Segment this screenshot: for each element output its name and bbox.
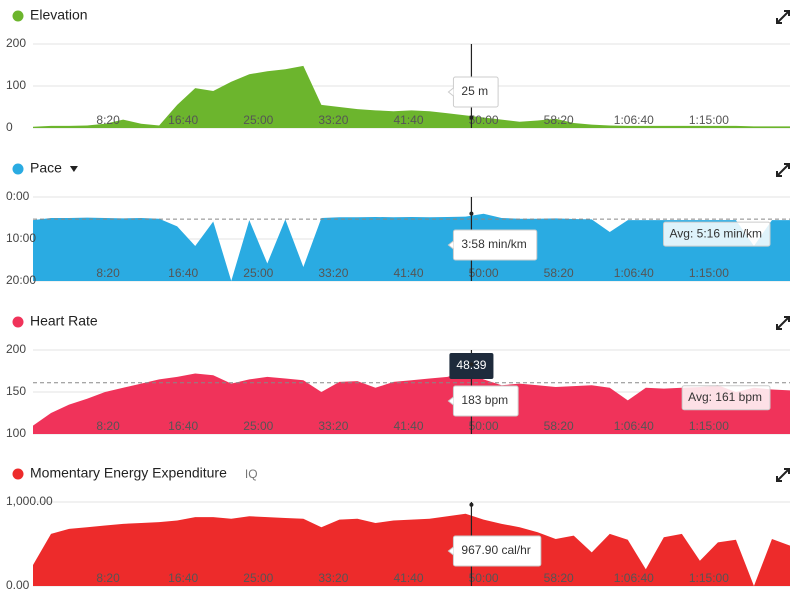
x-tick-label: 1:15:00 bbox=[689, 419, 729, 433]
x-tick-label: 58:20 bbox=[544, 571, 574, 585]
chart-panel: Elevation 0 100 200 8:20 16:40 25:00 33:20 41:40… bbox=[6, 7, 790, 134]
expand-icon[interactable] bbox=[776, 10, 790, 24]
chart-title: Elevation bbox=[30, 7, 88, 23]
legend-dot bbox=[12, 10, 24, 22]
legend-dot bbox=[12, 468, 24, 480]
x-tick-label: 50:00 bbox=[469, 113, 499, 127]
y-tick-label: 150 bbox=[6, 384, 26, 398]
y-tick-label: 0.00 bbox=[6, 578, 30, 592]
tooltip-pointer bbox=[447, 87, 454, 97]
y-tick-label: 0 bbox=[6, 120, 13, 134]
x-tick-label: 33:20 bbox=[318, 419, 348, 433]
badge: IQ bbox=[245, 467, 258, 481]
x-tick-label: 16:40 bbox=[168, 113, 198, 127]
x-tick-label: 50:00 bbox=[469, 266, 499, 280]
chart-title: Heart Rate bbox=[30, 313, 98, 329]
chart-title: Pace bbox=[30, 160, 62, 176]
y-tick-label: 200 bbox=[6, 342, 26, 356]
x-tick-label: 1:15:00 bbox=[689, 266, 729, 280]
average-label: Avg: 5:16 min/km bbox=[670, 226, 762, 240]
readout-label: 967.90 cal/hr bbox=[461, 543, 530, 557]
x-tick-label: 50:00 bbox=[469, 419, 499, 433]
x-tick-label: 41:40 bbox=[393, 266, 423, 280]
area bbox=[33, 513, 790, 586]
readout-tooltip: 25 m bbox=[447, 76, 499, 108]
chart-panel: Heart Rate 100 150 200 8:20 16:40 25:00 33:20 41… bbox=[6, 313, 790, 440]
readout-label: 25 m bbox=[461, 84, 488, 98]
y-tick-label: 100 bbox=[6, 78, 26, 92]
x-tick-label: 16:40 bbox=[168, 571, 198, 585]
tooltip-pointer bbox=[447, 240, 454, 250]
x-tick-label: 41:40 bbox=[393, 419, 423, 433]
x-tick-label: 1:06:40 bbox=[614, 113, 654, 127]
x-tick-label: 1:15:00 bbox=[689, 113, 729, 127]
chart-title: Momentary Energy Expenditure bbox=[30, 465, 227, 481]
tooltip-pointer bbox=[447, 546, 454, 556]
expand-icon[interactable] bbox=[776, 316, 790, 330]
y-tick-label: 100 bbox=[6, 426, 26, 440]
x-tick-label: 1:06:40 bbox=[614, 571, 654, 585]
tooltip-pointer bbox=[447, 396, 454, 406]
x-tick-label: 8:20 bbox=[96, 113, 120, 127]
readout-tooltip: 3:58 min/km bbox=[447, 229, 538, 261]
y-tick-label: 200 bbox=[6, 36, 26, 50]
area bbox=[33, 371, 790, 434]
x-tick-label: 8:20 bbox=[96, 571, 120, 585]
x-tick-label: 8:20 bbox=[96, 419, 120, 433]
readout-label: 3:58 min/km bbox=[461, 237, 526, 251]
area bbox=[33, 213, 790, 281]
chart-panel: Momentary Energy Expenditure IQ 0.00 1,000.… bbox=[6, 465, 790, 592]
x-tick-label: 41:40 bbox=[393, 571, 423, 585]
legend-dot bbox=[12, 316, 24, 328]
x-tick-label: 1:06:40 bbox=[614, 419, 654, 433]
x-tick-label: 8:20 bbox=[96, 266, 120, 280]
dropdown-arrow[interactable] bbox=[69, 166, 78, 172]
x-tick-label: 25:00 bbox=[243, 266, 273, 280]
x-tick-label: 50:00 bbox=[469, 571, 499, 585]
y-tick-label: 20:00 bbox=[6, 273, 36, 287]
x-tick-label: 1:15:00 bbox=[689, 571, 729, 585]
callout-box bbox=[663, 221, 771, 247]
x-tick-label: 33:20 bbox=[318, 113, 348, 127]
x-tick-label: 33:20 bbox=[318, 571, 348, 585]
x-tick-label: 25:00 bbox=[243, 113, 273, 127]
x-tick-label: 1:06:40 bbox=[614, 266, 654, 280]
y-tick-label: 10:00 bbox=[6, 231, 36, 245]
readout-point bbox=[469, 502, 474, 507]
x-tick-label: 16:40 bbox=[168, 419, 198, 433]
x-tick-label: 25:00 bbox=[243, 571, 273, 585]
x-tick-label: 58:20 bbox=[544, 419, 574, 433]
x-tick-label: 25:00 bbox=[243, 419, 273, 433]
area bbox=[33, 65, 790, 128]
readout-point bbox=[469, 211, 474, 216]
readout-label: 183 bpm bbox=[461, 393, 508, 407]
readout-point bbox=[469, 115, 474, 120]
expand-icon[interactable] bbox=[776, 163, 790, 177]
readout-tooltip: 183 bpm bbox=[447, 385, 519, 417]
readout-tooltip: 967.90 cal/hr bbox=[447, 535, 542, 567]
average-label: Avg: 161 bpm bbox=[688, 390, 762, 404]
expand-icon[interactable] bbox=[776, 468, 790, 482]
legend-dot bbox=[12, 163, 24, 175]
x-tick-label: 58:20 bbox=[544, 113, 574, 127]
x-tick-label: 33:20 bbox=[318, 266, 348, 280]
y-tick-label: 1,000.00 bbox=[6, 494, 53, 508]
callout-box bbox=[681, 385, 771, 411]
x-tick-label: 41:40 bbox=[393, 113, 423, 127]
y-tick-label: 0:00 bbox=[6, 189, 30, 203]
x-tick-label: 16:40 bbox=[168, 266, 198, 280]
average-callout: Avg: 5:16 min/km bbox=[663, 221, 771, 247]
readout-point bbox=[469, 362, 474, 367]
average-callout: Avg: 161 bpm bbox=[681, 385, 771, 411]
x-tick-label: 58:20 bbox=[544, 266, 574, 280]
